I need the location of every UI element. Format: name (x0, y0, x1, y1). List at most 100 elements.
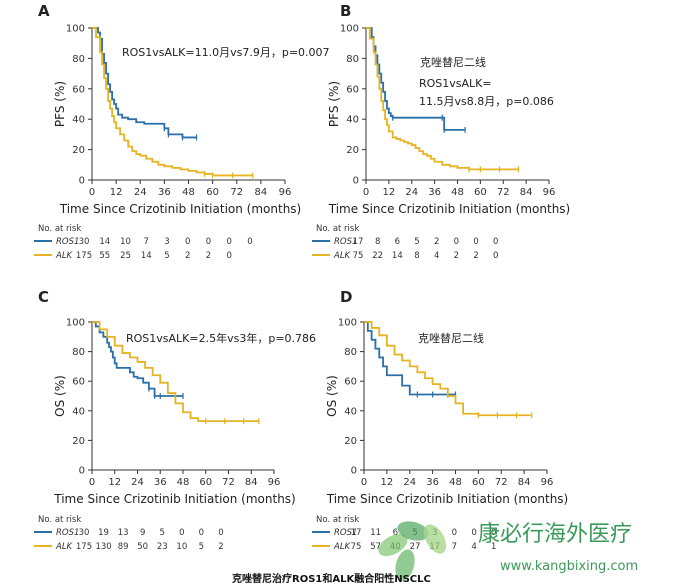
x-tick-label: 24 (405, 187, 418, 198)
risk-cell: 7 (144, 237, 149, 247)
y-tick-label: 100 (66, 318, 85, 329)
risk-cell: 75 (353, 251, 364, 261)
risk-cell: 0 (206, 237, 211, 247)
risk-cell: 175 (76, 542, 92, 552)
x-tick-label: 84 (255, 187, 268, 198)
risk-cell: 8 (414, 251, 419, 261)
risk-cell: 19 (98, 528, 109, 538)
risk-cell: 0 (473, 237, 478, 247)
risk-cell: 2 (218, 542, 223, 552)
x-tick-label: 24 (134, 187, 147, 198)
risk-cell: 4 (434, 251, 439, 261)
watermark-brand: 康必行海外医疗 (478, 522, 632, 547)
x-tick-label: 12 (110, 187, 123, 198)
risk-cell: 10 (120, 237, 131, 247)
risk-cell: 6 (395, 237, 400, 247)
risk-cell: 0 (493, 237, 498, 247)
y-tick-label: 0 (79, 176, 85, 187)
risk-cell: 5 (199, 542, 204, 552)
x-tick-label: 84 (518, 477, 531, 488)
risk-cell: 0 (471, 528, 476, 538)
x-tick-label: 36 (154, 477, 167, 488)
risk-cell: 25 (120, 251, 131, 261)
figure-caption: 克唑替尼治疗ROS1和ALK融合阳性NSCLC (232, 572, 431, 585)
y-tick-label: 60 (72, 377, 85, 388)
leaf-icon (423, 524, 447, 554)
x-tick-label: 12 (108, 477, 121, 488)
risk-table-header: No. at risk (316, 224, 359, 234)
risk-cell: 30 (79, 528, 90, 538)
x-tick-label: 0 (363, 187, 369, 198)
km-curve-ros1 (92, 321, 183, 397)
x-axis-label: Time Since Crizotinib Initiation (months… (53, 492, 295, 506)
y-tick-label: 0 (79, 466, 85, 477)
panel-label: A (38, 2, 50, 20)
y-tick-label: 40 (72, 406, 85, 417)
risk-cell: 2 (434, 237, 439, 247)
risk-table-header: No. at risk (316, 515, 359, 525)
risk-cell: 5 (164, 251, 169, 261)
y-tick-label: 40 (346, 115, 359, 126)
risk-row-name: ALK (55, 542, 74, 552)
y-tick-label: 100 (340, 24, 359, 35)
y-tick-label: 60 (72, 84, 85, 95)
y-tick-label: 60 (346, 84, 359, 95)
leaf-icon (378, 533, 408, 557)
risk-cell: 2 (473, 251, 478, 261)
km-curve-alk (92, 321, 259, 423)
x-tick-label: 12 (381, 477, 394, 488)
risk-cell: 14 (99, 237, 110, 247)
km-curve-ros1 (364, 321, 456, 396)
annotation-text: ROS1vsALK= (419, 77, 492, 90)
risk-cell: 175 (76, 251, 92, 261)
risk-cell: 13 (118, 528, 129, 538)
x-tick-label: 48 (451, 187, 464, 198)
y-tick-label: 0 (353, 176, 359, 187)
x-tick-label: 96 (268, 477, 281, 488)
x-tick-label: 0 (89, 477, 95, 488)
risk-cell: 10 (176, 542, 187, 552)
x-tick-label: 48 (177, 477, 190, 488)
x-tick-label: 60 (199, 477, 212, 488)
x-tick-label: 60 (206, 187, 219, 198)
x-tick-label: 24 (403, 477, 416, 488)
risk-cell: 0 (247, 237, 252, 247)
x-tick-label: 60 (472, 477, 485, 488)
y-tick-label: 80 (344, 347, 357, 358)
risk-cell: 5 (414, 237, 419, 247)
annotation-text: 克唑替尼二线 (420, 55, 486, 69)
risk-cell: 7 (452, 542, 457, 552)
risk-cell: 11 (370, 528, 381, 538)
x-tick-label: 96 (279, 187, 292, 198)
x-tick-label: 48 (182, 187, 195, 198)
x-tick-label: 96 (541, 477, 554, 488)
risk-cell: 6 (393, 528, 398, 538)
y-axis-label: OS (%) (53, 375, 67, 417)
watermark-url: www.kangbixing.com (500, 559, 638, 574)
x-axis-label: Time Since Crizotinib Initiation (months… (59, 202, 301, 216)
risk-row-name: ROS1 (56, 237, 79, 247)
x-tick-label: 24 (131, 477, 144, 488)
y-tick-label: 80 (72, 54, 85, 65)
risk-cell: 0 (227, 237, 232, 247)
x-tick-label: 84 (520, 187, 533, 198)
x-tick-label: 72 (497, 187, 510, 198)
panel-label: D (340, 288, 352, 306)
y-tick-label: 40 (344, 406, 357, 417)
risk-row-name: ALK (333, 251, 352, 261)
risk-cell: 3 (164, 237, 169, 247)
x-tick-label: 36 (428, 187, 441, 198)
km-curve-ros1 (92, 27, 197, 139)
y-tick-label: 60 (344, 377, 357, 388)
risk-cell: 0 (199, 528, 204, 538)
x-tick-label: 36 (426, 477, 439, 488)
panel-label: B (340, 2, 351, 20)
risk-cell: 2 (454, 251, 459, 261)
risk-cell: 89 (118, 542, 129, 552)
risk-cell: 0 (218, 528, 223, 538)
risk-cell: 9 (140, 528, 145, 538)
km-curve-alk (92, 27, 253, 177)
risk-cell: 14 (392, 251, 403, 261)
risk-cell: 0 (491, 528, 496, 538)
